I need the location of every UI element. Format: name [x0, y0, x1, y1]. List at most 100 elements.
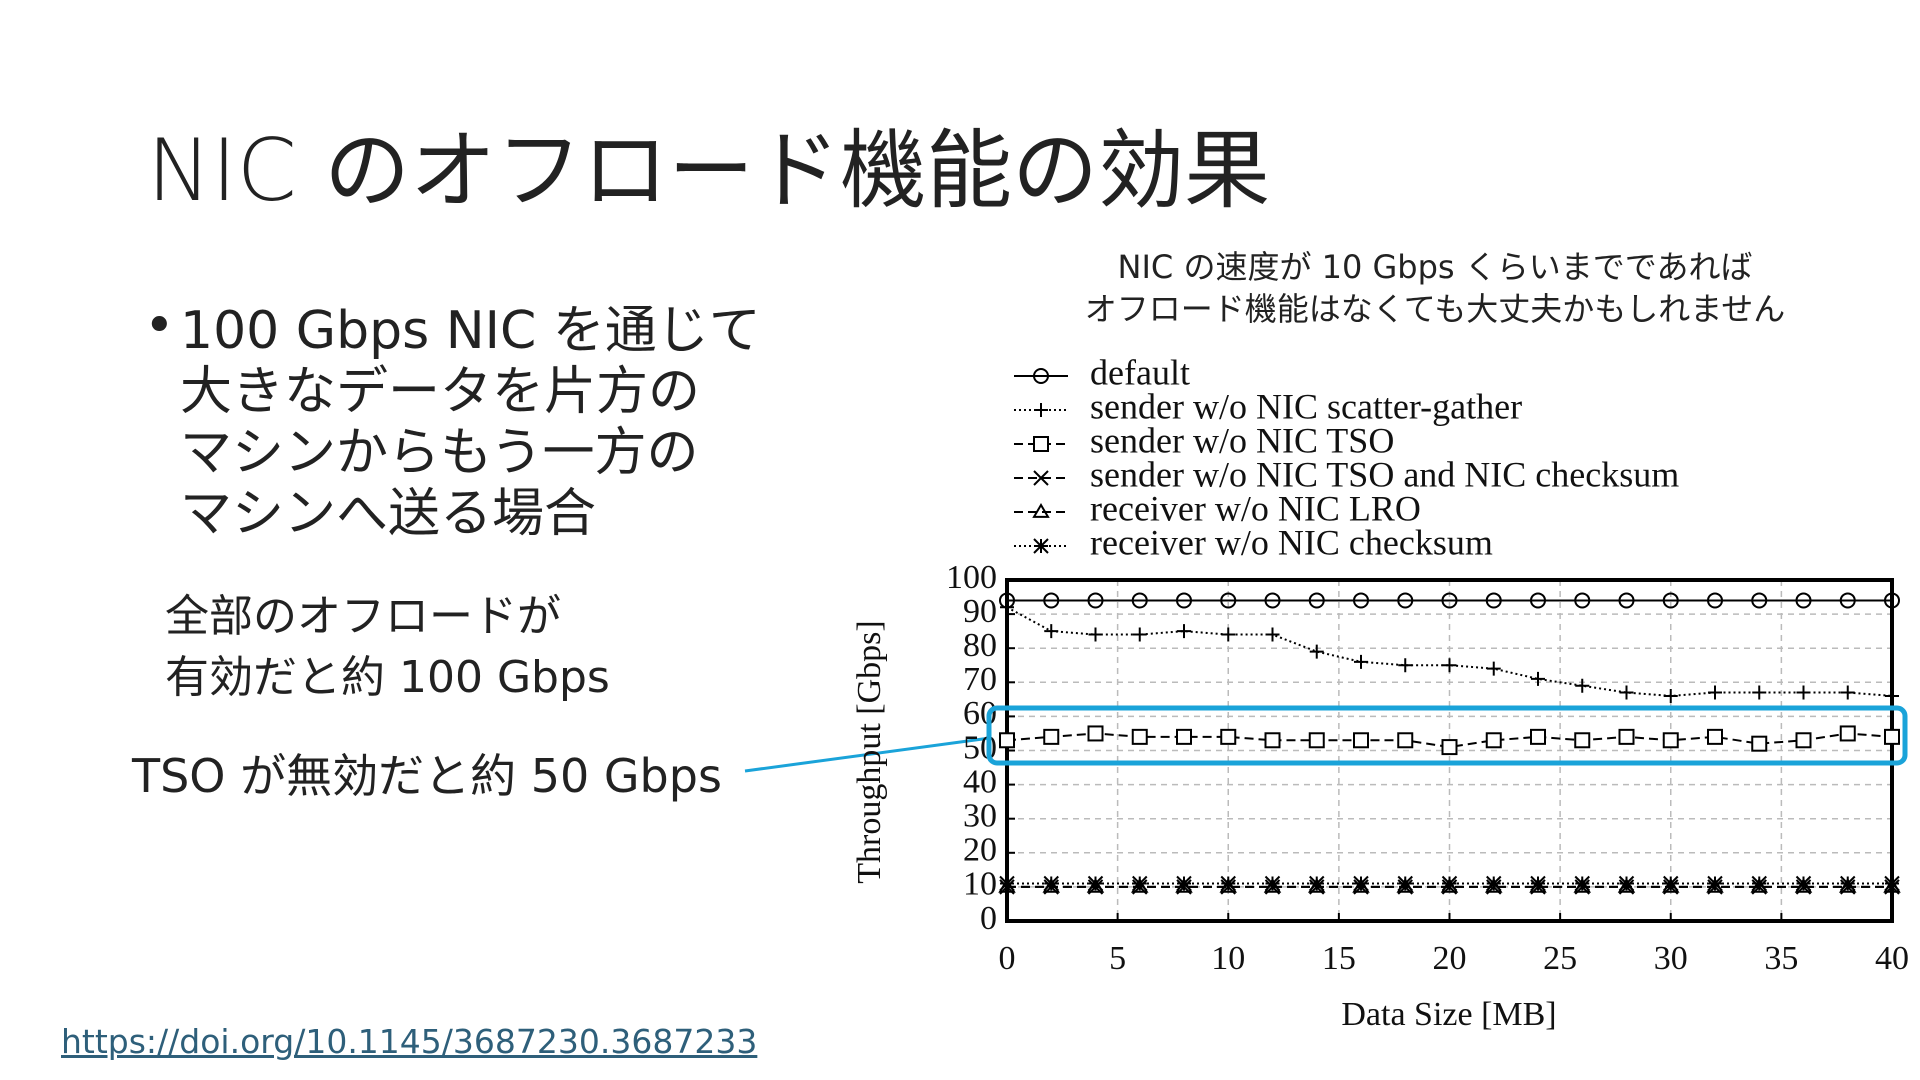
x-tick-label: 20: [1433, 940, 1467, 977]
marker: [1707, 875, 1723, 892]
marker: [1043, 728, 1060, 745]
marker: [1884, 875, 1900, 892]
doi-link[interactable]: https://doi.org/10.1145/3687230.3687233: [61, 1022, 758, 1061]
marker: [1043, 592, 1060, 609]
marker: [1485, 732, 1502, 749]
marker: [999, 732, 1015, 749]
marker: [1575, 678, 1590, 693]
marker: [1265, 627, 1280, 642]
bullet-line: マシンからもう一方の: [180, 423, 699, 483]
marker: [1662, 592, 1679, 609]
marker: [1044, 624, 1059, 639]
series-line: [1006, 606, 1893, 697]
marker: [1795, 875, 1812, 892]
marker: [1176, 728, 1192, 745]
marker: [1087, 725, 1104, 742]
x-tick-label: 25: [1543, 940, 1577, 977]
y-tick-label: 10: [963, 866, 997, 903]
marker: [1264, 875, 1281, 892]
legend-label: default: [1090, 352, 1190, 392]
marker: [1795, 732, 1812, 749]
marker: [1309, 875, 1325, 892]
tso-note: TSO が無効だと約 50 Gbps: [132, 749, 722, 803]
marker: [1619, 685, 1634, 700]
marker: [1751, 592, 1768, 609]
marker: [1034, 403, 1048, 417]
marker: [1354, 654, 1368, 669]
marker: [1442, 658, 1457, 673]
marker: [1353, 732, 1369, 749]
marker: [1663, 875, 1679, 892]
marker: [1087, 875, 1104, 892]
marker: [1220, 875, 1236, 892]
y-tick-label: 80: [963, 627, 997, 664]
marker: [1308, 732, 1325, 749]
marker: [1618, 728, 1635, 745]
marker: [1264, 592, 1281, 609]
marker: [1486, 875, 1502, 892]
marker: [1752, 685, 1767, 700]
x-tick-label: 10: [1211, 940, 1245, 977]
marker: [1663, 688, 1678, 703]
marker: [1132, 875, 1148, 892]
legend-label: sender w/o NIC TSO and NIC checksum: [1090, 454, 1679, 494]
marker: [1530, 592, 1546, 609]
y-tick-label: 40: [963, 763, 997, 800]
highlight-box: [986, 705, 1908, 766]
bullet-line: 大きなデータを片方の: [180, 362, 701, 422]
plot-frame: [1005, 578, 1894, 923]
marker: [1574, 592, 1591, 609]
marker: [1131, 592, 1148, 609]
marker: [1531, 671, 1545, 686]
marker: [1751, 735, 1768, 752]
marker: [1264, 732, 1281, 749]
x-tick-label: 5: [1109, 940, 1126, 977]
marker: [1308, 592, 1325, 609]
y-tick-label: 70: [963, 661, 997, 698]
series-line: [1006, 732, 1893, 749]
marker: [999, 875, 1015, 892]
bullet-dot: •: [144, 296, 175, 356]
marker: [1485, 592, 1502, 609]
marker: [1397, 875, 1413, 892]
x-tick-label: 0: [999, 940, 1016, 977]
legend-label: sender w/o NIC TSO: [1090, 420, 1394, 460]
marker: [1087, 592, 1104, 609]
y-tick-label: 100: [946, 559, 997, 596]
marker: [1662, 732, 1679, 749]
marker: [1839, 725, 1856, 742]
marker: [1839, 592, 1856, 609]
marker: [1885, 688, 1899, 703]
marker: [1441, 592, 1458, 609]
x-axis-label: Data Size [MB]: [1341, 996, 1556, 1033]
marker: [1840, 875, 1856, 892]
bullet-line: マシンへ送る場合: [180, 484, 597, 544]
x-tick-label: 30: [1654, 940, 1688, 977]
chart-title: オフロード機能はなくても大丈夫かもしれません: [1085, 290, 1785, 328]
marker: [1530, 875, 1546, 892]
marker: [1033, 436, 1049, 452]
marker: [1033, 470, 1049, 486]
y-tick-label: 30: [963, 797, 997, 834]
marker: [1131, 728, 1148, 745]
chart-title: NIC の速度が 10 Gbps くらいまでであれば: [1118, 248, 1753, 286]
marker: [1309, 644, 1324, 659]
legend-label: receiver w/o NIC LRO: [1090, 488, 1421, 528]
y-tick-label: 0: [980, 900, 997, 937]
marker: [1441, 739, 1458, 756]
marker: [1176, 875, 1192, 892]
marker: [1176, 592, 1192, 609]
x-tick-label: 40: [1875, 940, 1909, 977]
marker: [1707, 592, 1723, 609]
marker: [1033, 538, 1049, 554]
marker: [1032, 503, 1050, 518]
callout-line: [744, 736, 991, 773]
marker: [1574, 732, 1591, 749]
marker: [1796, 685, 1811, 700]
marker: [1441, 875, 1458, 892]
marker: [1397, 732, 1414, 749]
marker: [1840, 685, 1855, 700]
marker: [1088, 627, 1103, 642]
